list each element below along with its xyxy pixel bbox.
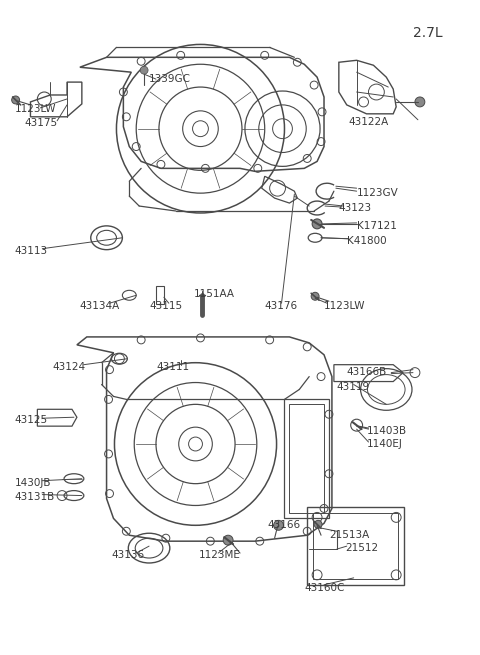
Text: 1140EJ: 1140EJ <box>367 439 402 449</box>
Circle shape <box>274 520 284 531</box>
Text: 21513A: 21513A <box>329 531 369 540</box>
Text: 1123LW: 1123LW <box>14 104 56 114</box>
Text: 1339GC: 1339GC <box>149 74 191 84</box>
Circle shape <box>415 97 425 107</box>
Text: K41800: K41800 <box>347 236 386 246</box>
Text: 43119: 43119 <box>337 383 370 392</box>
Bar <box>156 286 164 304</box>
Text: 43122A: 43122A <box>349 117 389 127</box>
Text: K17121: K17121 <box>357 221 396 231</box>
Text: 43134A: 43134A <box>80 301 120 311</box>
Text: 43166B: 43166B <box>347 367 387 377</box>
Text: 1151AA: 1151AA <box>193 290 235 299</box>
Text: 43111: 43111 <box>156 362 189 371</box>
Circle shape <box>140 66 148 74</box>
Text: 43113: 43113 <box>14 246 48 255</box>
Text: 21512: 21512 <box>345 543 378 553</box>
Bar <box>313 514 398 579</box>
Text: 1123GV: 1123GV <box>357 188 398 198</box>
Circle shape <box>312 219 322 229</box>
Text: 1123ME: 1123ME <box>199 550 240 560</box>
Bar <box>289 404 324 514</box>
Bar <box>285 400 329 518</box>
Circle shape <box>311 292 319 300</box>
Text: 43136: 43136 <box>111 550 144 560</box>
Text: 43176: 43176 <box>264 301 298 311</box>
Text: 43175: 43175 <box>24 118 58 128</box>
Text: 43115: 43115 <box>149 301 182 311</box>
Text: 43123: 43123 <box>339 203 372 213</box>
Text: 11403B: 11403B <box>367 426 407 436</box>
Text: 43131B: 43131B <box>14 491 55 502</box>
Text: 43124: 43124 <box>52 362 85 371</box>
Text: 43160C: 43160C <box>304 583 345 593</box>
Text: 43125: 43125 <box>14 415 48 425</box>
Circle shape <box>223 535 233 545</box>
Circle shape <box>12 96 20 104</box>
Text: 1430JB: 1430JB <box>14 477 51 488</box>
Text: 43166: 43166 <box>268 520 301 531</box>
Text: 1123LW: 1123LW <box>324 301 365 311</box>
Circle shape <box>314 520 322 529</box>
Text: 2.7L: 2.7L <box>413 26 443 39</box>
Bar <box>307 508 404 585</box>
